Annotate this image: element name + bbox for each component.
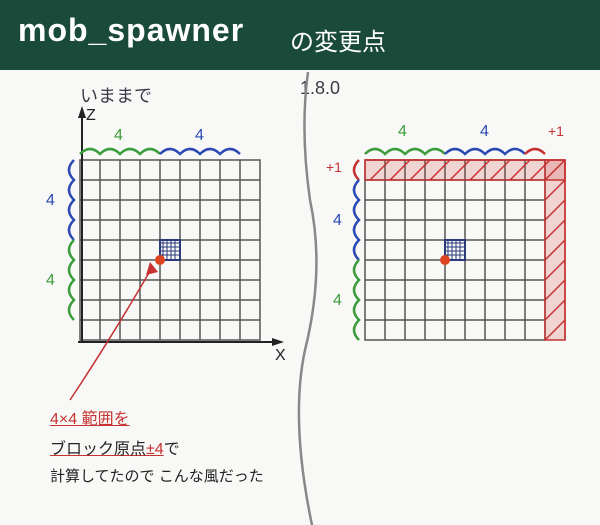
annotation-line3: 計算してたので こんな風だった (50, 465, 264, 486)
diagram-content: いままで 1.8.0 Z X 4 4 4 4 4 4 +1 (0, 70, 600, 525)
svg-text:4: 4 (333, 292, 342, 309)
braces-left-top: 4 4 (80, 127, 240, 154)
title-bar: mob_spawner の変更点 (0, 0, 600, 70)
svg-text:4: 4 (114, 127, 123, 144)
svg-text:4: 4 (46, 192, 55, 209)
origin-dot-left (155, 255, 165, 265)
divider-line (299, 72, 317, 525)
title-jp: の変更点 (290, 22, 386, 57)
title-code: mob_spawner (18, 12, 244, 49)
grid-right (365, 160, 565, 340)
svg-text:+1: +1 (548, 123, 564, 139)
svg-text:4: 4 (480, 123, 489, 140)
origin-dot-right (440, 255, 450, 265)
axis-x-label: X (275, 347, 286, 364)
axis-z-label: Z (86, 107, 96, 124)
annotation-line1: 4×4 範囲を (50, 405, 130, 429)
svg-text:4: 4 (46, 272, 55, 289)
svg-text:+1: +1 (326, 159, 342, 175)
svg-text:4: 4 (333, 212, 342, 229)
braces-right-side: +1 4 4 (326, 159, 359, 340)
braces-right-top: 4 4 +1 (365, 123, 564, 154)
annotation-line2: ブロック原点±4で (50, 435, 180, 459)
svg-text:4: 4 (195, 127, 204, 144)
grid-left: Z X (78, 106, 286, 364)
braces-left-side: 4 4 (46, 160, 74, 320)
svg-text:4: 4 (398, 123, 407, 140)
